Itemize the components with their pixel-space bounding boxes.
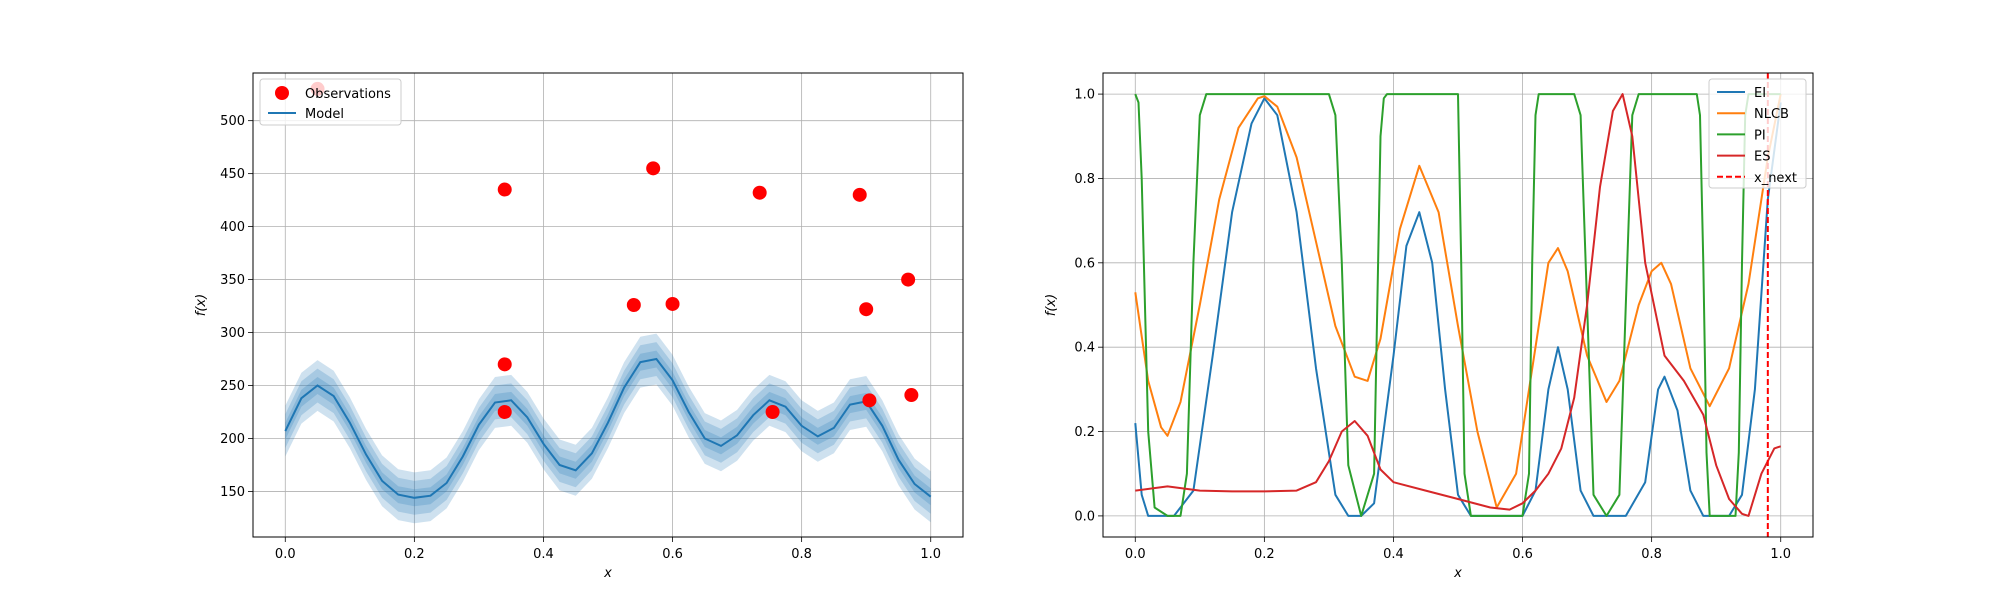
observation-point xyxy=(859,302,874,317)
y-tick-label: 250 xyxy=(220,379,245,394)
left-model-line xyxy=(284,357,932,499)
observation-point xyxy=(765,404,780,419)
series-line-ei xyxy=(1134,97,1782,517)
legend-label-model: Model xyxy=(305,107,344,122)
right-axes: 0.0 0.2 0.4 0.6 0.8 1.0 0.0 0.2 0.4 0.6 0.8 1.0 xyxy=(1074,72,1814,562)
right-grid xyxy=(1103,73,1813,537)
x-tick-label: 0.4 xyxy=(1383,547,1404,562)
x-tick-label: 0.2 xyxy=(404,547,425,562)
legend-label-es: ES xyxy=(1754,150,1770,165)
x-tick-label: 0.6 xyxy=(662,547,683,562)
right-acquisition-lines xyxy=(1134,93,1782,517)
y-tick-label: 500 xyxy=(220,114,245,129)
left-chart: 0.0 0.2 0.4 0.6 0.8 1.0 150 200 250 300 350 400 450 5… xyxy=(194,72,964,581)
left-observation-points xyxy=(310,81,919,419)
x-tick-label: 0.6 xyxy=(1512,547,1533,562)
left-legend: Observations Model xyxy=(259,78,402,126)
left-grid xyxy=(253,73,963,537)
x-tick-label: 0.4 xyxy=(533,547,554,562)
legend-label-nlcb: NLCB xyxy=(1754,107,1789,122)
legend-label-pi: PI xyxy=(1754,128,1766,143)
y-tick-label: 0.0 xyxy=(1074,509,1095,524)
legend-marker-observations xyxy=(275,86,289,100)
observation-point xyxy=(665,296,680,311)
x-tick-label: 0.8 xyxy=(1641,547,1662,562)
legend-label-observations: Observations xyxy=(305,87,391,102)
y-tick-label: 200 xyxy=(220,432,245,447)
left-axes: 0.0 0.2 0.4 0.6 0.8 1.0 150 200 250 300 350 400 450 5… xyxy=(220,72,964,562)
observation-point xyxy=(497,404,512,419)
right-legend-box xyxy=(1708,78,1807,189)
y-tick-label: 0.2 xyxy=(1074,425,1095,440)
x-tick-label: 0.2 xyxy=(1254,547,1275,562)
observation-point xyxy=(497,357,512,372)
observation-point xyxy=(626,298,641,312)
y-tick-label: 450 xyxy=(220,167,245,182)
y-tick-label: 400 xyxy=(220,220,245,235)
observation-point xyxy=(852,187,867,202)
y-tick-label: 1.0 xyxy=(1074,88,1095,103)
y-tick-label: 150 xyxy=(220,485,245,500)
plot-frame xyxy=(252,72,964,538)
legend-label-x-next: x_next xyxy=(1754,171,1797,186)
y-tick-label: 350 xyxy=(220,273,245,288)
model-confidence-band xyxy=(285,333,931,524)
series-line-es xyxy=(1135,93,1782,517)
right-y-axis-label: f(x) xyxy=(1044,294,1059,316)
observation-point xyxy=(646,161,661,176)
left-y-axis-label: f(x) xyxy=(194,294,209,316)
y-tick-label: 300 xyxy=(220,326,245,341)
observation-point xyxy=(901,272,916,287)
right-x-axis-label: x xyxy=(1453,566,1462,581)
series-line-nlcb xyxy=(1134,93,1782,509)
x-tick-label: 1.0 xyxy=(920,547,941,562)
x-tick-label: 1.0 xyxy=(1770,547,1791,562)
left-model-uncertainty-bands xyxy=(285,333,931,524)
model-confidence-band xyxy=(285,342,931,515)
observation-point xyxy=(904,388,919,403)
observation-point xyxy=(752,185,767,200)
x-tick-label: 0.0 xyxy=(1125,547,1146,562)
model-line xyxy=(284,357,932,499)
left-x-axis-label: x xyxy=(603,566,612,581)
plot-frame xyxy=(1102,72,1814,538)
right-chart: 0.0 0.2 0.4 0.6 0.8 1.0 0.0 0.2 0.4 0.6 0.8 1.0 x f… xyxy=(1044,72,1814,581)
right-legend: EI NLCB PI ES x_next xyxy=(1708,78,1807,189)
y-tick-label: 0.4 xyxy=(1074,341,1095,356)
legend-label-ei: EI xyxy=(1754,86,1766,101)
x-tick-label: 0.0 xyxy=(275,547,296,562)
y-tick-label: 0.6 xyxy=(1074,256,1095,271)
y-tick-label: 0.8 xyxy=(1074,172,1095,187)
series-line-pi xyxy=(1134,93,1781,517)
model-confidence-band xyxy=(285,350,931,507)
observation-point xyxy=(497,182,512,197)
observation-point xyxy=(862,393,877,408)
x-tick-label: 0.8 xyxy=(791,547,812,562)
